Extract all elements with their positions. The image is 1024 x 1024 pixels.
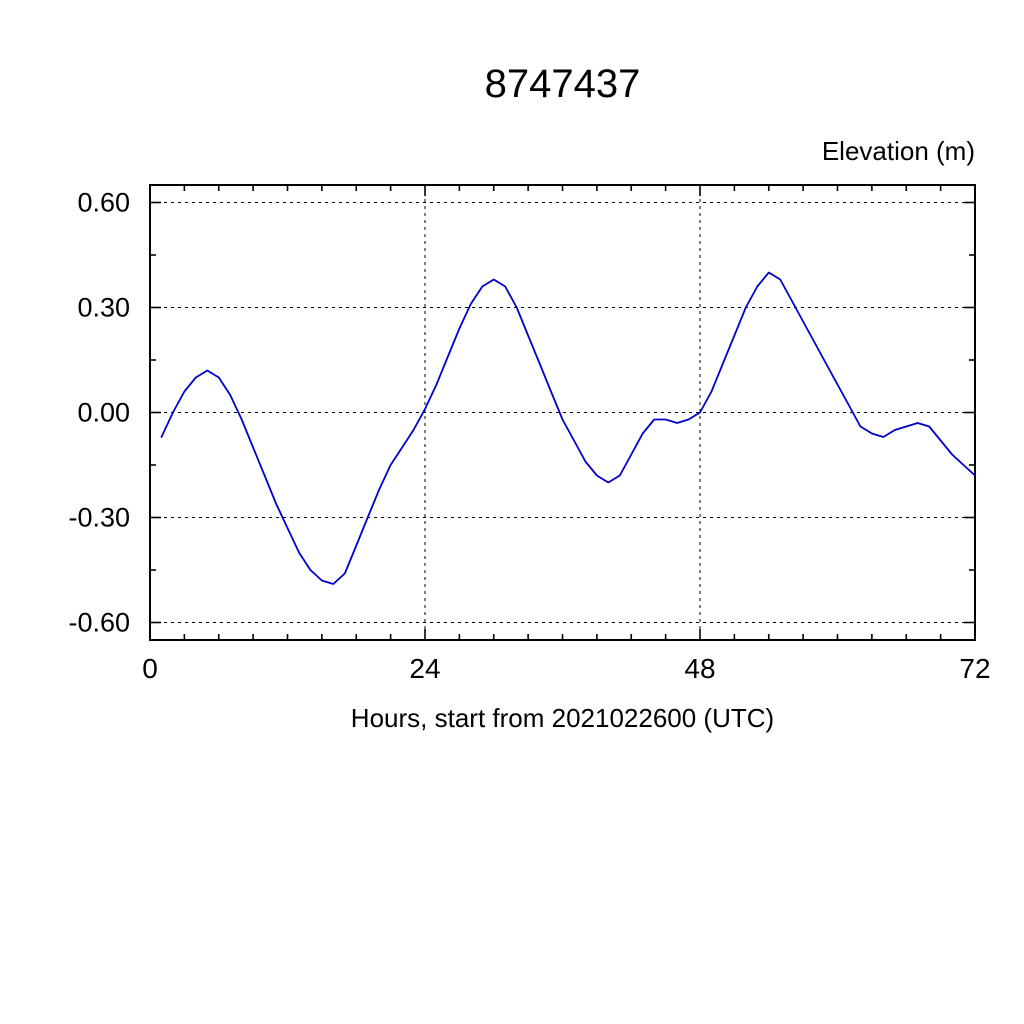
y-axis-title: Elevation (m) (821, 136, 975, 166)
x-tick-label: 24 (409, 653, 440, 684)
y-tick-label: -0.60 (68, 608, 130, 638)
elevation-line (160, 271, 976, 585)
y-tick-label: -0.30 (68, 503, 130, 533)
plot-frame (149, 184, 976, 641)
x-tick-label: 72 (959, 653, 990, 684)
y-tick-label: 0.60 (77, 188, 130, 218)
x-tick-label: 0 (142, 653, 158, 684)
y-tick-label: 0.00 (77, 398, 130, 428)
chart-title: 8747437 (484, 62, 641, 106)
x-axis-title: Hours, start from 2021022600 (UTC) (350, 703, 775, 733)
x-tick-label: 48 (684, 653, 715, 684)
y-tick-label: 0.30 (77, 293, 130, 323)
